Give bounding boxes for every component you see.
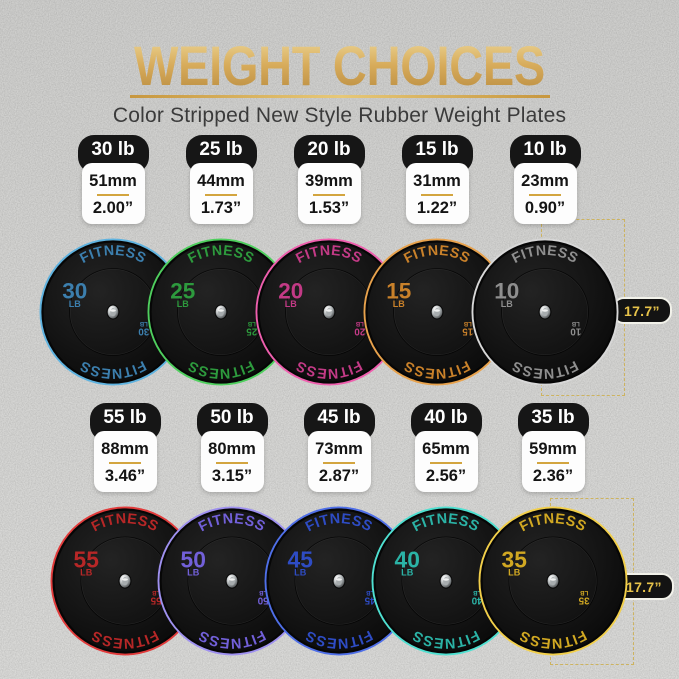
svg-text:LB: LB <box>580 589 589 596</box>
svg-text:LB: LB <box>80 568 93 578</box>
svg-text:LB: LB <box>401 568 414 578</box>
svg-text:LB: LB <box>285 299 297 309</box>
svg-text:LB: LB <box>69 299 81 309</box>
svg-text:LB: LB <box>501 299 513 309</box>
svg-text:LB: LB <box>187 568 200 578</box>
svg-text:LB: LB <box>393 299 405 309</box>
svg-text:10: 10 <box>570 326 581 337</box>
svg-text:LB: LB <box>177 299 189 309</box>
svg-text:LB: LB <box>571 320 580 326</box>
svg-text:LB: LB <box>294 568 307 578</box>
svg-text:LB: LB <box>508 568 521 578</box>
